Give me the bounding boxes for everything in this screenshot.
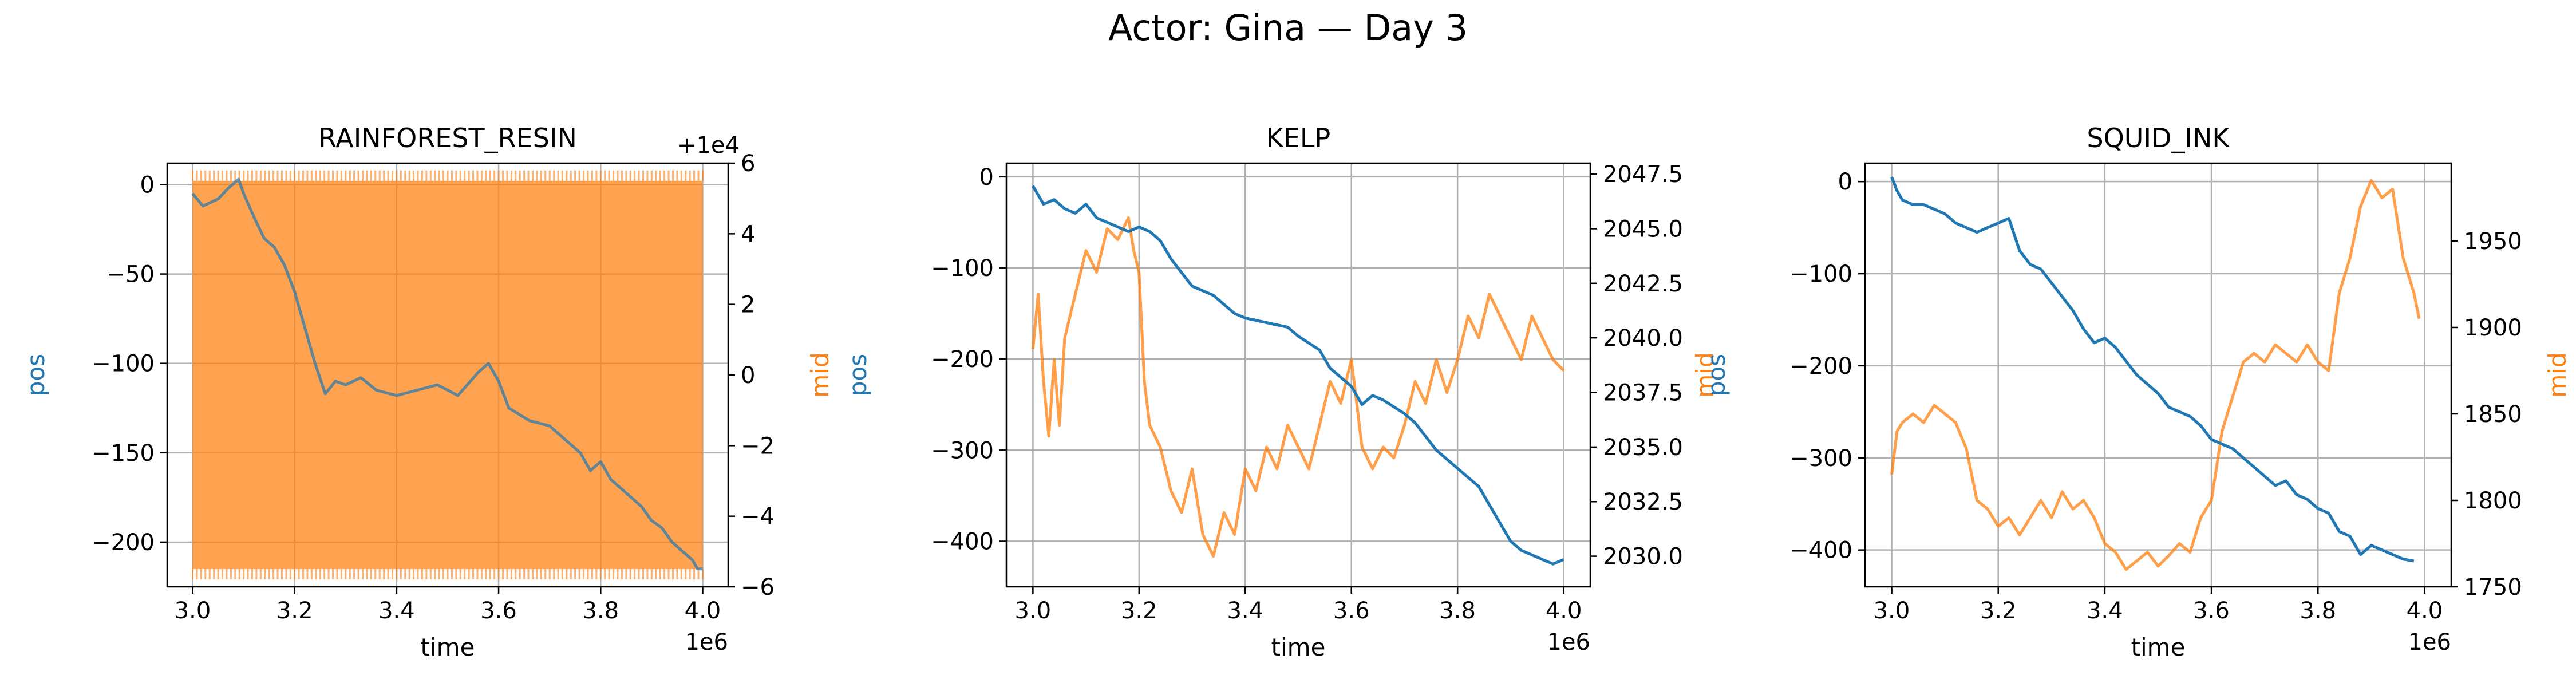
subplot-title: RAINFOREST_RESIN [318,123,577,153]
y-left-axis-label: pos [844,354,872,396]
y-left-axis-label: pos [1702,354,1730,396]
y-right-tick-label: 6 [741,151,755,177]
x-tick-label: 3.8 [1439,598,1476,624]
subplot-title: SQUID_INK [2087,123,2230,153]
y-left-tick-label: −100 [1789,261,1852,287]
axes-frame [1864,162,2452,588]
x-axis-label: time [2131,633,2186,661]
x-tick-label: 3.6 [2193,598,2230,624]
y-right-tick-label: 0 [741,362,755,389]
x-tick-label: 3.8 [2300,598,2336,624]
x-tick-label: 3.8 [582,598,619,624]
y-right-tick-label: 1900 [2464,315,2522,341]
x-axis-label: time [1271,633,1326,661]
x-tick-label: 3.6 [1333,598,1370,624]
y-right-tick-label: −6 [741,574,775,601]
y-left-tick-label: −400 [1789,538,1852,564]
y-right-tick-label: 2045.0 [1603,216,1683,242]
y-right-axis-label: mid [1691,352,1719,397]
x-tick-label: 3.0 [175,598,211,624]
subplots: 3.0 3.2 3.4 3.6 3.8 4.01e6time0−50−100−150−20… [22,123,2571,661]
y-left-tick-label: −300 [1789,445,1852,472]
y-right-axis-label: mid [806,352,834,397]
y-right-tick-label: −4 [741,504,775,530]
y-left-tick-label: −200 [92,530,155,556]
y-right-tick-label: 2042.5 [1603,271,1683,297]
x-offset-text: 1e6 [1547,629,1590,656]
y-right-tick-label: 1750 [2464,574,2522,601]
x-tick-label: 4.0 [2407,598,2443,624]
subplot-rainforest_resin: 3.0 3.2 3.4 3.6 3.8 4.01e6time0−50−100−150−20… [22,123,834,661]
y-right-tick-label: 2037.5 [1603,380,1683,406]
y-left-tick-label: 0 [979,164,994,191]
y-left-tick-label: −50 [106,262,155,288]
y-right-tick-label: 2032.5 [1603,489,1683,515]
y-right-tick-label: 2030.0 [1603,544,1683,570]
y-left-tick-label: −300 [931,437,994,464]
y-right-tick-label: 2035.0 [1603,435,1683,461]
x-tick-label: 3.4 [2087,598,2123,624]
y-right-tick-label: 1800 [2464,488,2522,514]
y-right-tick-label: 1950 [2464,228,2522,255]
subplot-squid_ink: 3.0 3.2 3.4 3.6 3.8 4.0 1e6 time 0 −100 −200 −300 −4… [1702,123,2571,661]
y-right-tick-label: 1850 [2464,401,2522,428]
series-mid-line [1890,179,2421,571]
series-pos-line [191,177,703,571]
y-left-tick-label: 0 [1838,169,1852,195]
y-left-tick-label: −150 [92,440,155,467]
x-tick-label: 3.0 [1015,598,1052,624]
y-left-tick-label: −200 [1789,353,1852,380]
series-pos-line [1032,185,1564,566]
series-mid-band [192,180,703,570]
subplot-kelp: 3.0 3.2 3.4 3.6 3.8 4.0 1e6 time 0 −100 −200 −300 −4… [844,123,1719,661]
y-right-axis-label: mid [2543,352,2571,397]
x-tick-label: 3.4 [378,598,415,624]
x-tick-label: 3.2 [1121,598,1157,624]
x-tick-label: 3.2 [276,598,313,624]
figure-title: Actor: Gina — Day 3 [1108,7,1468,49]
x-tick-label: 3.0 [1874,598,1910,624]
y-left-tick-label: −400 [931,528,994,555]
y-left-axis-label: pos [22,354,50,396]
x-offset-text: 1e6 [685,629,728,656]
x-tick-label: 4.0 [685,598,721,624]
y-left-tick-label: −200 [931,346,994,373]
series-mid-line [1031,216,1565,558]
axes-frame [1005,162,1591,588]
y-right-tick-label: −2 [741,433,775,459]
y-right-tick-label: 2 [741,292,755,318]
y-left-tick-label: −100 [931,255,994,282]
x-tick-label: 3.4 [1227,598,1263,624]
y-left-tick-label: 0 [140,172,155,198]
y-right-tick-label: 2040.0 [1603,325,1683,352]
x-tick-label: 4.0 [1546,598,1582,624]
series-pos-line [1890,176,2415,563]
y-right-tick-label: 2047.5 [1603,161,1683,188]
y-left-tick-label: −100 [92,351,155,377]
x-axis-label: time [421,633,475,661]
x-tick-label: 3.6 [480,598,517,624]
y-right-offset-text: +1e4 [677,132,740,159]
x-tick-label: 3.2 [1980,598,2017,624]
y-right-tick-label: 4 [741,221,755,247]
x-offset-text: 1e6 [2408,629,2451,656]
subplot-title: KELP [1266,123,1331,153]
